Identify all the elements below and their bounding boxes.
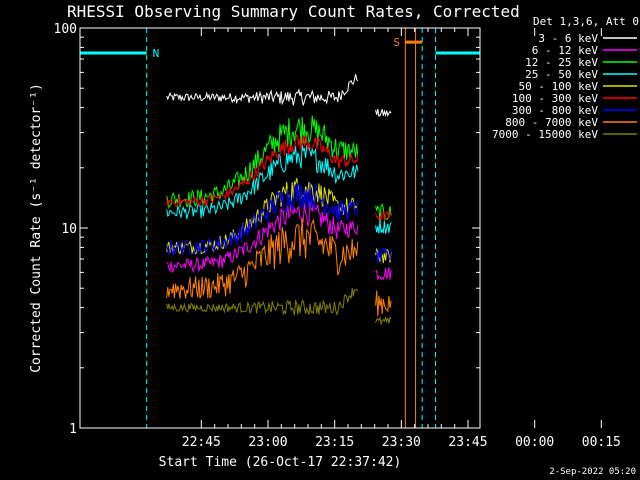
legend-entry-label: 6 - 12 keV <box>532 44 599 57</box>
series-line-100_300keV <box>375 210 392 222</box>
legend-entry-label: 7000 - 15000 keV <box>492 128 598 141</box>
series-line-800_7000keV <box>375 290 392 317</box>
legend-entry-label: 25 - 50 keV <box>525 68 598 81</box>
annotation-layer: NS <box>79 28 480 428</box>
series-line-100_300keV <box>166 133 359 208</box>
series-layer <box>166 74 392 325</box>
y-axis-label: Corrected Count Rate (s⁻¹ detector⁻¹) <box>29 83 44 373</box>
series-line-3_6keV <box>166 74 359 106</box>
x-tick-label: 23:45 <box>448 435 487 450</box>
series-line-25_50keV <box>375 220 392 234</box>
legend-entry-label: 12 - 25 keV <box>525 56 598 69</box>
series-line-3_6keV <box>375 108 392 118</box>
series-line-7000_15000keV <box>166 288 359 316</box>
series-line-6_12keV <box>375 267 392 281</box>
chart-title: RHESSI Observing Summary Count Rates, Co… <box>67 2 520 21</box>
legend-entry-label: 100 - 300 keV <box>512 92 598 105</box>
x-axis-label: Start Time (26-Oct-17 22:37:42) <box>159 455 402 470</box>
footer-date: 2-Sep-2022 05:20 <box>549 467 636 477</box>
y-tick-label: 1 <box>69 422 77 437</box>
x-tick-label: 23:15 <box>315 435 354 450</box>
y-tick-label: 100 <box>54 22 77 37</box>
x-axis: 22:45 23:00 23:15 23:30 23:45 00:00 00:15 <box>182 28 621 450</box>
series-line-300_800keV <box>375 247 392 264</box>
x-tick-label: 23:00 <box>248 435 287 450</box>
x-tick-label: 00:00 <box>515 435 554 450</box>
plot-area: NS <box>79 27 481 429</box>
legend-entry-label: 800 - 7000 keV <box>505 116 598 129</box>
series-line-300_800keV <box>166 182 359 256</box>
legend-header: Det 1,3,6, Att 0 <box>533 15 639 28</box>
legend-entry-label: 3 - 6 keV <box>538 32 598 45</box>
series-line-6_12keV <box>166 201 359 274</box>
y-tick-label: 10 <box>61 222 77 237</box>
x-tick-label: 23:30 <box>382 435 421 450</box>
x-tick-label: 22:45 <box>182 435 221 450</box>
legend-entry-label: 50 - 100 keV <box>519 80 599 93</box>
annotation-label: N <box>153 47 160 60</box>
legend-entry-label: 300 - 800 keV <box>512 104 598 117</box>
annotation-label: S <box>393 36 400 49</box>
x-tick-label: 00:15 <box>582 435 621 450</box>
series-line-7000_15000keV <box>375 316 392 325</box>
series-line-800_7000keV <box>166 218 359 299</box>
y-axis: 1 10 100 <box>54 22 480 437</box>
